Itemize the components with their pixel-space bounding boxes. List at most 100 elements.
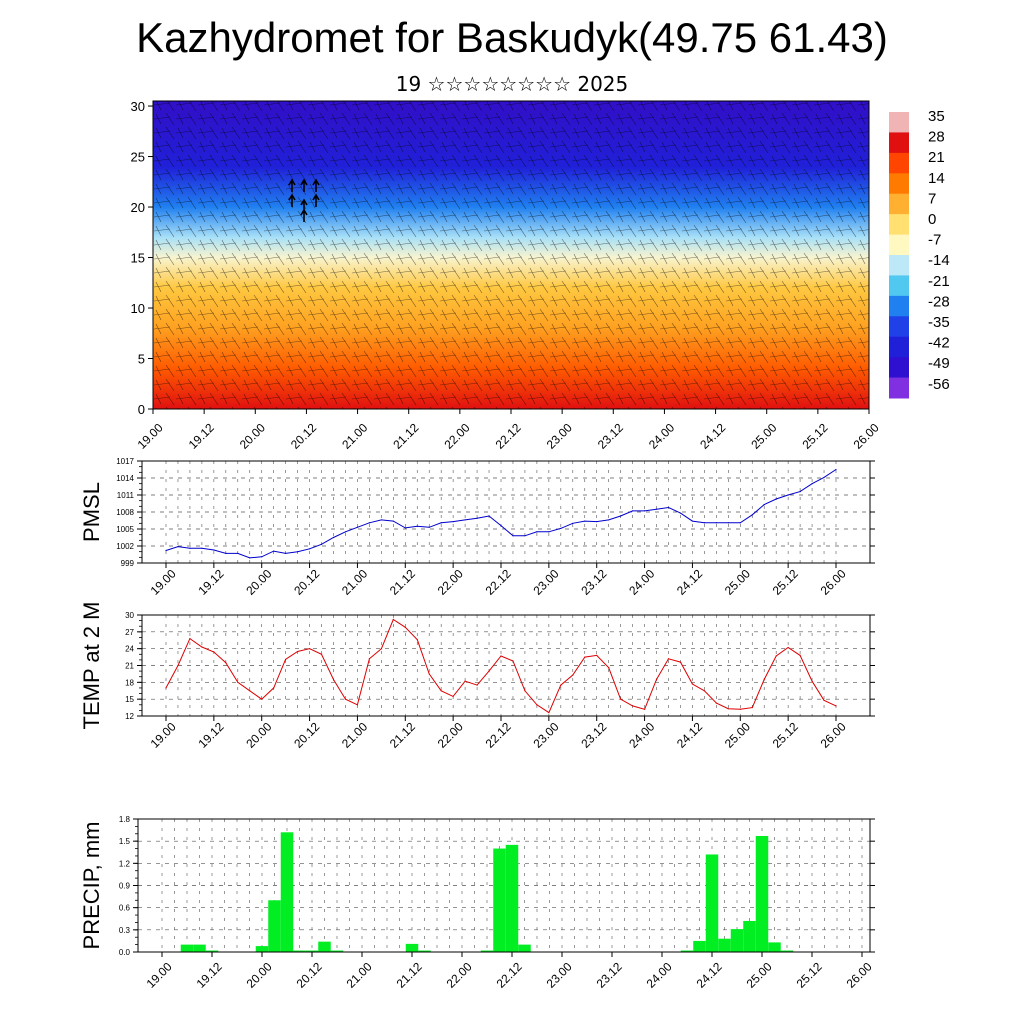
data-point xyxy=(356,526,359,528)
data-point xyxy=(835,705,837,707)
y-tick-label: 0.3 xyxy=(119,926,131,935)
data-point xyxy=(763,504,765,506)
data-point xyxy=(261,556,263,558)
colorbar-label: -28 xyxy=(928,293,950,310)
x-tick-label: 20.12 xyxy=(291,719,322,750)
precip-bar xyxy=(330,950,344,952)
pmsl-panel: 999 1002 1005 1008 1011 1014 1017 19.00 19.12 20.… xyxy=(79,457,875,598)
data-point xyxy=(643,510,646,512)
data-point xyxy=(476,517,478,519)
y-tick-label: 1014 xyxy=(116,474,134,483)
data-point xyxy=(799,654,801,657)
y-tick-label: 999 xyxy=(121,559,135,568)
x-tick-label: 26.00 xyxy=(851,420,882,451)
precip-bar xyxy=(718,938,731,952)
data-point xyxy=(440,522,442,524)
y-tick-label: 30 xyxy=(131,99,145,114)
y-tick-label: 5 xyxy=(138,352,145,367)
data-point xyxy=(799,491,801,493)
y-tick-label: 18 xyxy=(125,678,134,687)
x-tick-label: 24.12 xyxy=(697,420,728,451)
data-point xyxy=(751,514,753,516)
data-point xyxy=(189,547,191,549)
data-point xyxy=(356,704,359,706)
precip-bar xyxy=(493,848,506,952)
wind-arrow xyxy=(300,208,308,222)
precip-bar xyxy=(305,950,319,952)
data-point xyxy=(751,706,753,709)
data-point xyxy=(416,525,418,527)
data-point xyxy=(237,552,239,554)
colorbar-segment xyxy=(889,234,909,256)
x-tick-label: 24.00 xyxy=(626,719,657,750)
y-tick-label: 24 xyxy=(125,645,134,654)
colorbar-label: 21 xyxy=(928,149,945,166)
y-axis-label: TEMP at 2 M xyxy=(79,602,104,730)
y-tick-label: 10 xyxy=(131,301,145,316)
y-tick-label: 1005 xyxy=(116,525,134,534)
x-tick-label: 20.12 xyxy=(294,959,325,990)
wind-arrow xyxy=(288,178,296,192)
data-point xyxy=(608,519,610,521)
data-point xyxy=(476,684,478,686)
cross-section-panel: 0 5 10 15 20 25 30 19.00 19.12 20.00 20.12 21.00 21.… xyxy=(131,99,882,452)
x-tick-label: 26.00 xyxy=(818,566,849,597)
data-point xyxy=(249,557,251,559)
x-tick-label: 25.00 xyxy=(722,719,753,750)
x-tick-label: 19.12 xyxy=(195,566,226,597)
y-tick-label: 20 xyxy=(131,200,145,215)
precip-bar xyxy=(680,950,694,952)
data-point xyxy=(392,520,394,522)
data-point xyxy=(165,687,167,689)
colorbar-segment xyxy=(889,336,909,358)
y-tick-label: 30 xyxy=(125,611,134,620)
y-tick-label: 15 xyxy=(125,695,134,704)
data-point xyxy=(823,699,825,701)
precip-bar xyxy=(693,940,706,952)
x-tick-label: 25.00 xyxy=(744,959,775,990)
panel-frame xyxy=(141,460,871,564)
colorbar-segment xyxy=(889,193,909,215)
data-point xyxy=(428,673,430,675)
data-point xyxy=(320,543,323,545)
wind-arrow xyxy=(300,178,308,192)
colorbar-label: 14 xyxy=(928,170,945,187)
precip-bar xyxy=(405,943,419,952)
data-point xyxy=(261,698,263,700)
colorbar-label: -49 xyxy=(928,355,950,372)
data-point xyxy=(775,498,777,500)
colorbar-segment xyxy=(889,214,909,236)
data-point xyxy=(667,506,670,509)
data-point xyxy=(213,549,215,551)
data-point xyxy=(691,520,694,522)
data-point xyxy=(488,515,490,517)
x-tick-label: 21.12 xyxy=(394,959,425,990)
x-tick-label: 20.00 xyxy=(237,420,268,451)
precip-panel: 0.0 0.3 0.6 0.9 1.2 1.5 1.8 19.00 19.12 20.00 20.1… xyxy=(79,815,875,991)
data-point xyxy=(643,708,646,710)
data-point xyxy=(584,520,586,522)
data-point xyxy=(225,662,227,664)
data-point xyxy=(739,708,741,710)
x-tick-label: 22.00 xyxy=(435,719,466,750)
y-tick-label: 1.2 xyxy=(119,859,131,868)
data-point xyxy=(703,690,705,692)
data-point xyxy=(404,527,406,529)
x-tick-label: 23.12 xyxy=(594,959,625,990)
x-tick-label: 22.12 xyxy=(494,959,525,990)
precip-bar xyxy=(418,950,431,952)
y-tick-label: 1008 xyxy=(116,508,134,517)
colorbar-segment xyxy=(889,316,909,338)
colorbar-label: -7 xyxy=(928,232,941,249)
x-tick-label: 25.00 xyxy=(748,420,779,451)
data-point xyxy=(524,690,526,692)
x-tick-label: 22.00 xyxy=(435,566,466,597)
x-tick-label: 21.12 xyxy=(390,420,421,451)
x-tick-label: 25.12 xyxy=(794,959,825,990)
x-tick-label: 24.12 xyxy=(694,959,725,990)
x-tick-label: 22.00 xyxy=(441,420,472,451)
data-point xyxy=(560,684,562,686)
colorbar-label: -56 xyxy=(928,376,950,393)
x-tick-label: 24.00 xyxy=(644,959,675,990)
y-tick-label: 15 xyxy=(131,251,145,266)
